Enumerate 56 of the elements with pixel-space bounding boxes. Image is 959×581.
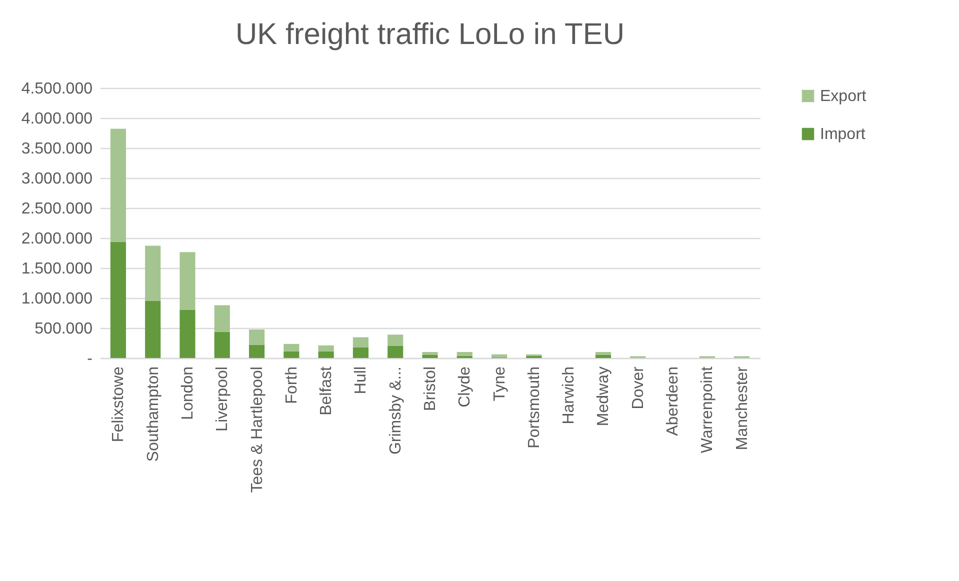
legend-label: Import xyxy=(820,126,866,143)
bar xyxy=(248,330,265,345)
bar xyxy=(284,351,300,358)
y-tick-label: 1.000.000 xyxy=(21,290,93,308)
x-tick-label: Medway xyxy=(595,366,612,426)
x-tick-label: Forth xyxy=(283,366,300,404)
bar xyxy=(595,352,612,355)
bar xyxy=(318,345,334,352)
x-tick-label: London xyxy=(179,366,196,420)
x-tick-label: Belfast xyxy=(318,366,336,416)
y-tick-label: 3.500.000 xyxy=(21,140,93,158)
bar xyxy=(214,332,230,358)
x-tick-label: Aberdeen xyxy=(664,366,682,436)
x-tick-label: Clyde xyxy=(456,366,474,408)
x-tick-label: Hull xyxy=(352,366,370,394)
bar xyxy=(214,305,230,332)
x-tick-label: Dover xyxy=(630,366,647,410)
bar xyxy=(110,242,126,358)
bar xyxy=(422,355,438,358)
x-tick-label: Southampton xyxy=(144,366,162,462)
x-tick-label: Warrenpoint xyxy=(699,366,716,454)
x-tick-label: Harwich xyxy=(560,366,578,424)
x-tick-label: Liverpool xyxy=(214,366,232,432)
y-tick-label: 2.000.000 xyxy=(21,230,93,248)
bar xyxy=(595,354,612,358)
x-tick-label: Tyne xyxy=(491,366,508,402)
bar xyxy=(456,352,472,356)
x-tick-label: Tees & Hartlepool xyxy=(248,366,266,493)
bar xyxy=(422,352,438,355)
x-tick-label: Grimsby &... xyxy=(387,366,404,455)
chart-title: UK freight traffic LoLo in TEU xyxy=(235,18,625,51)
bar xyxy=(248,344,265,358)
y-tick-label: 2.500.000 xyxy=(21,200,93,218)
bar xyxy=(145,246,161,301)
y-tick-label: 1.500.000 xyxy=(21,260,93,278)
x-tick-label: Felixstowe xyxy=(110,366,128,442)
x-tick-label: Bristol xyxy=(422,366,439,411)
legend-label: Export xyxy=(820,88,867,105)
x-tick-label: Portsmouth xyxy=(526,366,543,448)
y-tick-label: 500.000 xyxy=(34,320,93,338)
bar xyxy=(388,346,404,358)
bar xyxy=(110,128,126,242)
y-tick-label: - xyxy=(87,350,92,368)
bar xyxy=(145,301,161,358)
bar xyxy=(318,351,334,358)
y-tick-label: 4.500.000 xyxy=(21,80,93,98)
bar xyxy=(180,252,196,310)
bar xyxy=(180,310,196,358)
y-tick-label: 4.000.000 xyxy=(21,110,93,128)
x-tick-label: Manchester xyxy=(734,366,751,450)
y-tick-label: 3.000.000 xyxy=(21,170,93,188)
bar xyxy=(284,344,300,352)
bar xyxy=(388,334,404,346)
bar xyxy=(352,337,369,348)
bar xyxy=(352,347,369,358)
bar xyxy=(491,354,508,358)
